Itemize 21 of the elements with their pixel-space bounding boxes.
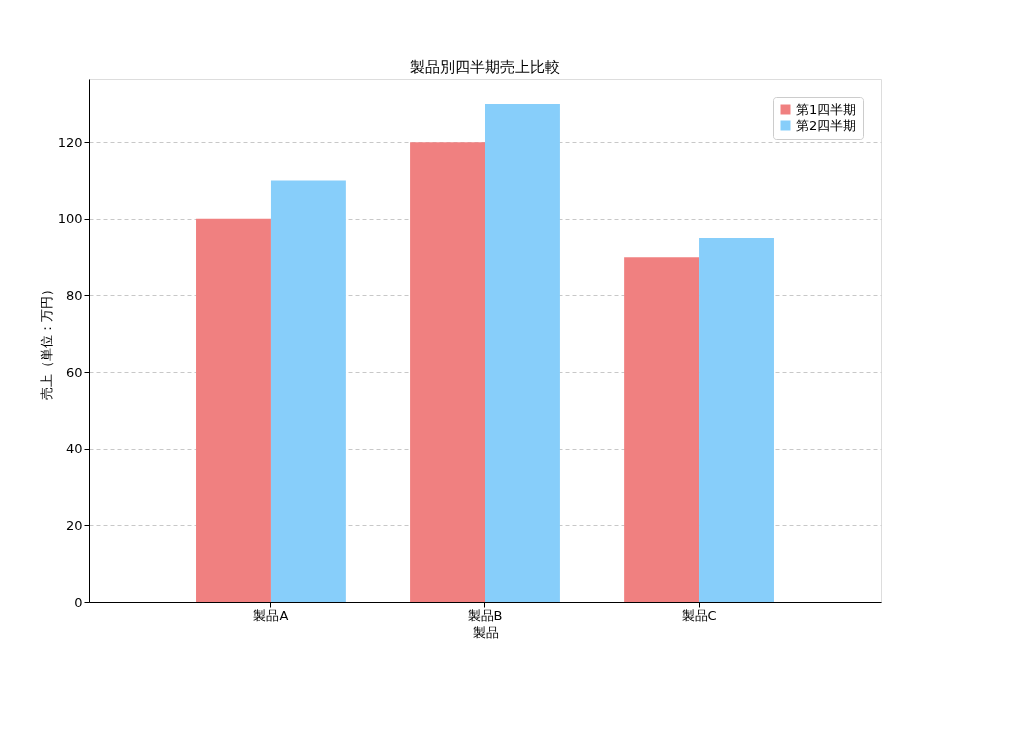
x-axis-title: 製品 — [472, 624, 499, 640]
chart-title: 製品別四半期売上比較 — [410, 58, 560, 76]
bar — [410, 142, 485, 602]
y-tick-label: 0 — [74, 594, 83, 610]
y-axis-title: 売上（単位：万円） — [38, 282, 54, 400]
y-tick-label: 100 — [57, 211, 83, 227]
legend-label: 第2四半期 — [796, 117, 857, 133]
y-tick-label: 120 — [57, 134, 83, 150]
bar — [196, 218, 271, 602]
bar — [270, 180, 346, 602]
bar — [624, 257, 700, 602]
bar — [485, 103, 560, 602]
x-tick-label: 製品B — [467, 607, 503, 623]
x-tick-label: 製品A — [253, 607, 289, 623]
y-tick-label: 60 — [65, 364, 83, 380]
y-tick-label: 40 — [65, 441, 83, 457]
y-tick-label: 20 — [65, 517, 83, 533]
x-tick-label: 製品C — [681, 607, 717, 623]
y-tick-label: 80 — [65, 287, 83, 303]
bar — [699, 238, 774, 602]
legend-label: 第1四半期 — [796, 101, 857, 117]
